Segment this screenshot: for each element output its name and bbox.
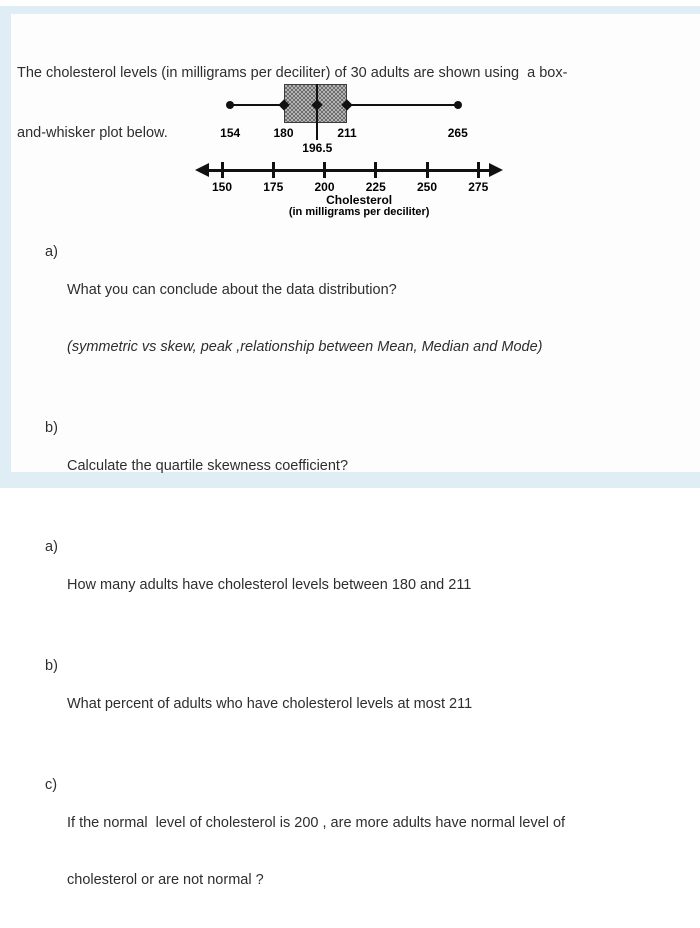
axis-tick-label: 200 <box>314 180 335 194</box>
question-item: c) If the normal level of cholesterol is… <box>45 776 685 928</box>
intro-line: and-whisker plot below. <box>17 125 168 141</box>
axis-tick <box>323 162 326 178</box>
max-marker <box>453 101 462 109</box>
question-label: b) <box>45 420 58 436</box>
axis-tick <box>425 162 429 178</box>
min-marker <box>226 101 235 109</box>
question-label: a) <box>45 539 58 555</box>
min-label: 154 <box>220 126 241 140</box>
box-plot: 154 180 211 265 196.5 150 175 200 225 250 275 Chole… <box>11 14 700 229</box>
axis-subtitle: (in milligrams per deciliter) <box>288 206 430 218</box>
axis-tick <box>220 162 224 178</box>
question-text: If the normal level of cholesterol is 20… <box>67 815 566 831</box>
q1-label: 180 <box>273 126 294 140</box>
question-text: cholesterol or are not normal ? <box>67 872 264 888</box>
question-item: a) What you can conclude about the data … <box>45 243 685 395</box>
axis-line <box>207 169 492 172</box>
axis-tick <box>476 162 480 178</box>
question-text: What percent of adults who have choleste… <box>67 696 473 712</box>
axis-tick-label: 275 <box>468 180 489 194</box>
axis-tick-label: 250 <box>416 180 438 194</box>
median-label: 196.5 <box>302 141 333 155</box>
question-text: What you can conclude about the data dis… <box>67 282 397 298</box>
question-note: (symmetric vs skew, peak ,relationship b… <box>67 339 543 355</box>
axis-tick-label: 175 <box>263 180 284 194</box>
max-label: 265 <box>447 126 468 140</box>
question-item: b) What percent of adults who have chole… <box>45 657 685 752</box>
q3-label: 211 <box>337 126 357 140</box>
median-line <box>316 84 319 140</box>
question-label: a) <box>45 244 58 260</box>
intro-line: The cholesterol levels (in milligrams pe… <box>17 65 568 81</box>
question-text: How many adults have cholesterol levels … <box>67 577 472 593</box>
axis-tick <box>271 162 275 178</box>
question-item: b) Calculate the quartile skewness coeff… <box>45 419 685 514</box>
axis-tick <box>374 162 378 178</box>
axis-title: Cholesterol <box>326 193 393 207</box>
axis-arrow-right-icon <box>489 163 504 177</box>
question-label: b) <box>45 658 58 674</box>
axis-arrow-left-icon <box>195 163 209 177</box>
question-item: a) How many adults have cholesterol leve… <box>45 538 685 633</box>
question-list: a) What you can conclude about the data … <box>45 243 685 928</box>
question-label: c) <box>45 777 58 793</box>
axis-tick-label: 225 <box>365 180 386 194</box>
axis-tick-label: 150 <box>211 180 233 194</box>
intro-paragraph: The cholesterol levels (in milligrams pe… <box>17 23 687 183</box>
worksheet-panel: The cholesterol levels (in milligrams pe… <box>11 14 700 888</box>
question-text: Calculate the quartile skewness coeffici… <box>67 458 349 474</box>
